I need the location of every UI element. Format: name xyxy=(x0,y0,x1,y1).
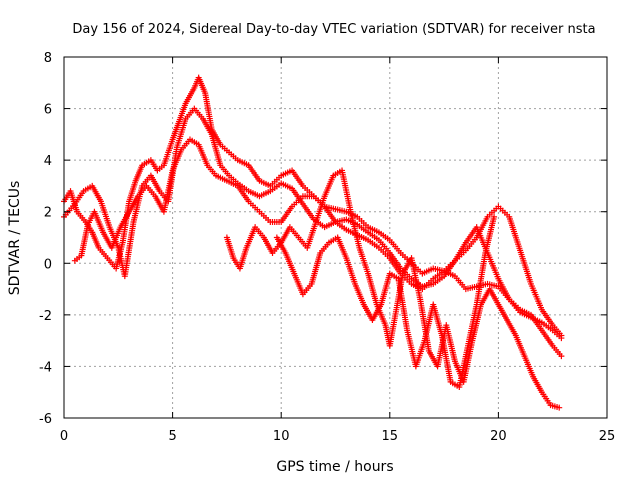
x-tick-label: 25 xyxy=(599,429,616,444)
y-tick-label: 8 xyxy=(44,51,52,66)
x-tick-label: 5 xyxy=(168,429,176,444)
data-point xyxy=(556,404,563,411)
y-tick-label: 0 xyxy=(44,257,52,272)
y-tick-label: -6 xyxy=(39,412,52,427)
x-tick-label: 20 xyxy=(490,429,507,444)
x-tick-label: 15 xyxy=(382,429,399,444)
chart-title: Day 156 of 2024, Sidereal Day-to-day VTE… xyxy=(72,22,595,37)
y-axis-label: SDTVAR / TECUs xyxy=(7,181,23,296)
series-track-3 xyxy=(71,136,565,342)
x-tick-label: 0 xyxy=(60,429,68,444)
x-axis-label: GPS time / hours xyxy=(276,459,393,475)
series-track-4 xyxy=(223,167,563,411)
data-point xyxy=(558,353,565,360)
y-tick-label: 6 xyxy=(44,103,52,118)
series-track-5 xyxy=(273,213,498,391)
data-point xyxy=(558,335,565,342)
y-tick-label: -4 xyxy=(39,360,52,375)
y-tick-label: 2 xyxy=(44,206,52,221)
data-point xyxy=(491,213,498,220)
x-tick-label: 10 xyxy=(273,429,290,444)
y-tick-label: -2 xyxy=(39,309,52,324)
y-tick-label: 4 xyxy=(44,154,52,169)
plot-frame xyxy=(63,56,608,419)
